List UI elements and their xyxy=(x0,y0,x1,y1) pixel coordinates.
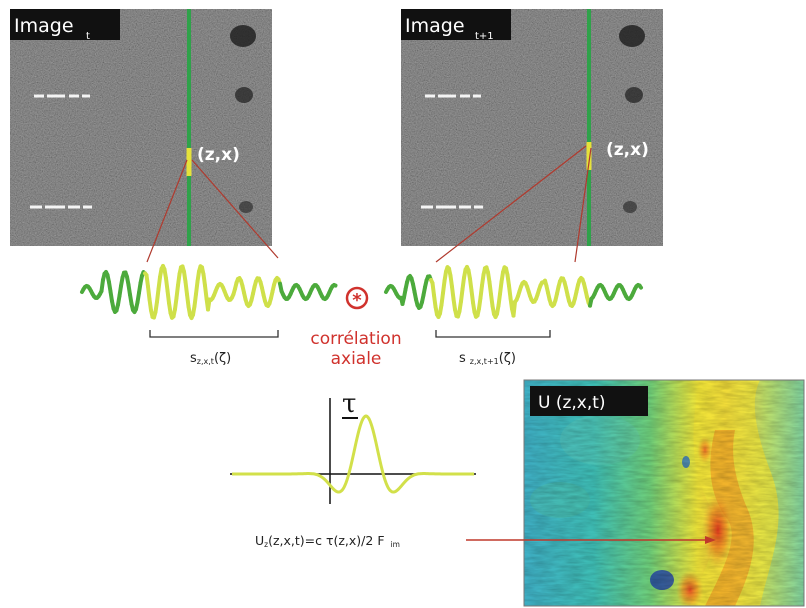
image-t1-subscript: t+1 xyxy=(475,31,494,42)
ultrasound-image-t: Image t (z,x) xyxy=(10,9,272,246)
signal-t1-label: s z,x,t+1(ζ) xyxy=(459,351,516,366)
image-t-label: Image xyxy=(14,15,74,37)
formula-u-sub: z xyxy=(264,540,268,549)
signal-waveform-t-plus-1 xyxy=(384,265,643,319)
signal-t-label-sub: z,x,t xyxy=(197,357,214,366)
signal-bracket-t xyxy=(149,330,279,338)
formula-f-sub: im xyxy=(391,540,400,549)
formula-u: U xyxy=(255,533,264,548)
projection-lines xyxy=(146,145,592,263)
correlation-operator-icon: * xyxy=(345,286,369,311)
formula-body: (z,x,t)=c τ(z,x)/2 F xyxy=(268,533,384,548)
signal-t1-label-main: s xyxy=(459,351,466,366)
tau-label: τ xyxy=(342,389,356,419)
signal-t-label-main: s xyxy=(190,351,197,366)
signal-waveform-t xyxy=(80,264,338,320)
signal-t-label: sz,x,t(ζ) xyxy=(190,351,231,366)
formula-arrow xyxy=(466,536,716,544)
signal-t1-label-arg: (ζ) xyxy=(499,351,516,366)
signal-t1-label-sub: z,x,t+1 xyxy=(470,357,499,366)
image-t-subscript: t xyxy=(86,31,90,42)
ultrasound-image-t-plus-1: Image t+1 (z,x) xyxy=(401,9,663,246)
correlation-label-line1: corrélation xyxy=(310,329,401,349)
displacement-formula: Uz(z,x,t)=c τ(z,x)/2 F im xyxy=(255,533,400,549)
correlation-label-line2: axiale xyxy=(331,349,382,369)
displacement-map xyxy=(524,380,804,606)
signal-t-label-arg: (ζ) xyxy=(214,351,231,366)
signal-bracket-t-plus-1 xyxy=(435,330,551,338)
map-label: U (z,x,t) xyxy=(538,393,606,413)
image-t-point-label: (z,x) xyxy=(197,145,240,165)
image-t1-label: Image xyxy=(405,15,465,37)
image-t1-point-label: (z,x) xyxy=(606,140,649,160)
correlation-function-plot: τ xyxy=(230,389,476,504)
correlation-symbol: * xyxy=(352,290,362,311)
